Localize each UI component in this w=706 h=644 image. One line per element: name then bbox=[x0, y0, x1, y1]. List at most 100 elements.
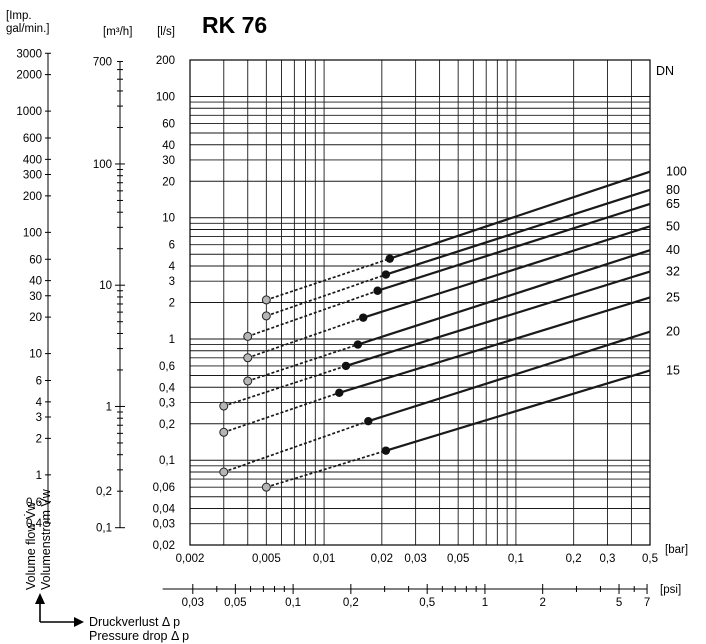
y-tick-label-imp-gal: 30 bbox=[29, 291, 42, 303]
series-dn50-label: 50 bbox=[666, 219, 680, 233]
chart-grid bbox=[189, 59, 651, 546]
series-dn40-knee-point bbox=[353, 340, 363, 349]
y-tick-label-ls: 0,1 bbox=[159, 455, 175, 467]
plot-frame bbox=[189, 59, 651, 546]
y-tick-label-imp-gal: 3 bbox=[36, 412, 42, 424]
x-tick-label-bar: 0,5 bbox=[642, 553, 658, 565]
series-dn100-label: 100 bbox=[666, 165, 687, 179]
series-dn20-knee-point bbox=[364, 416, 373, 426]
y-tick-label-ls: 0,6 bbox=[159, 361, 175, 373]
y-tick-label-imp-gal: 1 bbox=[36, 470, 42, 482]
y-tick-label-ls: 0,2 bbox=[159, 419, 175, 431]
x-tick-label-psi: 1 bbox=[482, 597, 488, 609]
x-tick-label-psi: 0,05 bbox=[224, 597, 246, 609]
y-tick-label-imp-gal: 4 bbox=[36, 397, 43, 409]
y-tick-label-ls: 4 bbox=[169, 261, 176, 273]
x-tick-label-psi: 2 bbox=[539, 597, 545, 609]
chart-series bbox=[219, 170, 651, 492]
y-tick-label-imp-gal: 40 bbox=[29, 276, 42, 288]
series-dn65-dashed bbox=[247, 289, 378, 338]
y-tick-label-imp-gal: 2000 bbox=[16, 70, 42, 82]
series-dn25-label: 25 bbox=[666, 290, 680, 304]
y-tick-label-imp-gal: 60 bbox=[29, 254, 42, 266]
series-dn80-label: 80 bbox=[666, 183, 680, 197]
y-tick-label-ls: 2 bbox=[169, 298, 175, 310]
x-label-english: Pressure drop Δ p bbox=[89, 629, 189, 643]
y-tick-label-imp-gal: 400 bbox=[23, 154, 42, 166]
series-dn25-start-point bbox=[219, 427, 229, 437]
x-tick-label-bar: 0,05 bbox=[447, 553, 469, 565]
x-tick-label-bar: 0,1 bbox=[508, 553, 524, 565]
series-dn15-label: 15 bbox=[666, 363, 680, 377]
y-tick-label-ls: 0,4 bbox=[159, 382, 176, 394]
series-dn50-dashed bbox=[247, 316, 364, 359]
y-tick-label-imp-gal: 0,4 bbox=[26, 518, 43, 530]
y-label-english: Volume flow V̇w bbox=[24, 501, 38, 590]
series-dn15-start-point bbox=[261, 482, 271, 492]
series-dn15-dashed bbox=[266, 449, 387, 488]
x-tick-label-bar: 0,2 bbox=[566, 553, 582, 565]
series-dn32-label: 32 bbox=[666, 265, 680, 279]
chart-axes bbox=[45, 52, 648, 594]
y-tick-label-imp-gal: 600 bbox=[23, 133, 42, 145]
y-tick-label-ls: 0,03 bbox=[153, 519, 175, 531]
y-tick-label-ls: 60 bbox=[162, 118, 175, 130]
series-dn80-line bbox=[385, 188, 651, 276]
chart-labels: 2001006040302010643210,60,40,30,20,10,06… bbox=[6, 10, 688, 609]
y-tick-label-m3h: 10 bbox=[99, 280, 112, 292]
series-dn50-knee-point bbox=[359, 313, 368, 322]
series-dn20-start-point bbox=[219, 467, 229, 477]
series-dn40-line bbox=[357, 249, 651, 346]
y-unit-imp-gal-line2: gal/min.] bbox=[6, 23, 49, 35]
y-tick-label-ls: 0,3 bbox=[159, 397, 175, 409]
y-tick-label-ls: 40 bbox=[162, 140, 175, 152]
x-tick-label-bar: 0,005 bbox=[252, 553, 281, 565]
y-tick-label-m3h: 700 bbox=[93, 56, 112, 68]
y-tick-label-imp-gal: 3000 bbox=[16, 48, 42, 60]
y-tick-label-m3h: 0,2 bbox=[96, 486, 112, 498]
series-dn20-dashed bbox=[223, 420, 369, 473]
y-tick-label-ls: 10 bbox=[162, 213, 175, 225]
series-dn50-line bbox=[362, 225, 651, 319]
series-dn25-knee-point bbox=[335, 388, 344, 397]
series-dn65-label: 65 bbox=[666, 197, 680, 211]
series-dn40-label: 40 bbox=[666, 243, 680, 257]
x-tick-label-psi: 0,5 bbox=[419, 597, 435, 609]
series-dn32-line bbox=[345, 270, 651, 367]
series-dn80-dashed bbox=[266, 273, 387, 317]
series-dn40-start-point bbox=[243, 376, 253, 386]
y-tick-label-ls: 30 bbox=[162, 155, 175, 167]
y-unit-imp-gal: [Imp. gal/min.] bbox=[6, 10, 49, 35]
y-tick-label-ls: 20 bbox=[162, 176, 175, 188]
y-unit-m3h: [m³/h] bbox=[103, 26, 132, 38]
series-dn65-knee-point bbox=[373, 286, 382, 295]
y-tick-label-ls: 1 bbox=[169, 334, 175, 346]
legend-title-dn: DN bbox=[656, 64, 674, 78]
series-dn32-knee-point bbox=[341, 361, 351, 371]
x-tick-label-bar: 0,002 bbox=[176, 553, 205, 565]
series-dn80-knee-point bbox=[381, 270, 391, 279]
y-tick-label-ls: 0,06 bbox=[153, 482, 175, 494]
x-tick-label-psi: 7 bbox=[644, 597, 650, 609]
y-axis-caption: Volume flow V̇w Volumenstrom V̇w bbox=[24, 488, 53, 590]
y-tick-label-imp-gal: 2 bbox=[36, 433, 42, 445]
y-tick-label-ls: 3 bbox=[169, 276, 175, 288]
x-label-german: Druckverlust Δ p bbox=[89, 615, 180, 629]
y-tick-label-ls: 0,02 bbox=[153, 540, 175, 552]
y-tick-label-ls: 200 bbox=[156, 55, 175, 67]
y-tick-label-imp-gal: 0,6 bbox=[26, 497, 42, 509]
y-label-german: Volumenstrom V̇w bbox=[39, 488, 53, 590]
series-dn20-line bbox=[367, 330, 651, 423]
y-tick-label-m3h: 0,1 bbox=[96, 523, 112, 535]
y-tick-label-ls: 6 bbox=[169, 240, 175, 252]
y-tick-label-imp-gal: 300 bbox=[23, 170, 42, 182]
y-tick-label-m3h: 1 bbox=[106, 401, 112, 413]
x-unit-bar: [bar] bbox=[665, 544, 688, 556]
series-dn25-line bbox=[338, 296, 651, 394]
y-tick-label-imp-gal: 100 bbox=[23, 227, 42, 239]
series-dn50-start-point bbox=[243, 353, 253, 363]
y-tick-label-ls: 100 bbox=[156, 91, 175, 103]
series-dn65-start-point bbox=[243, 331, 253, 341]
y-tick-label-imp-gal: 1000 bbox=[16, 106, 42, 118]
series-dn100-knee-point bbox=[385, 254, 394, 263]
